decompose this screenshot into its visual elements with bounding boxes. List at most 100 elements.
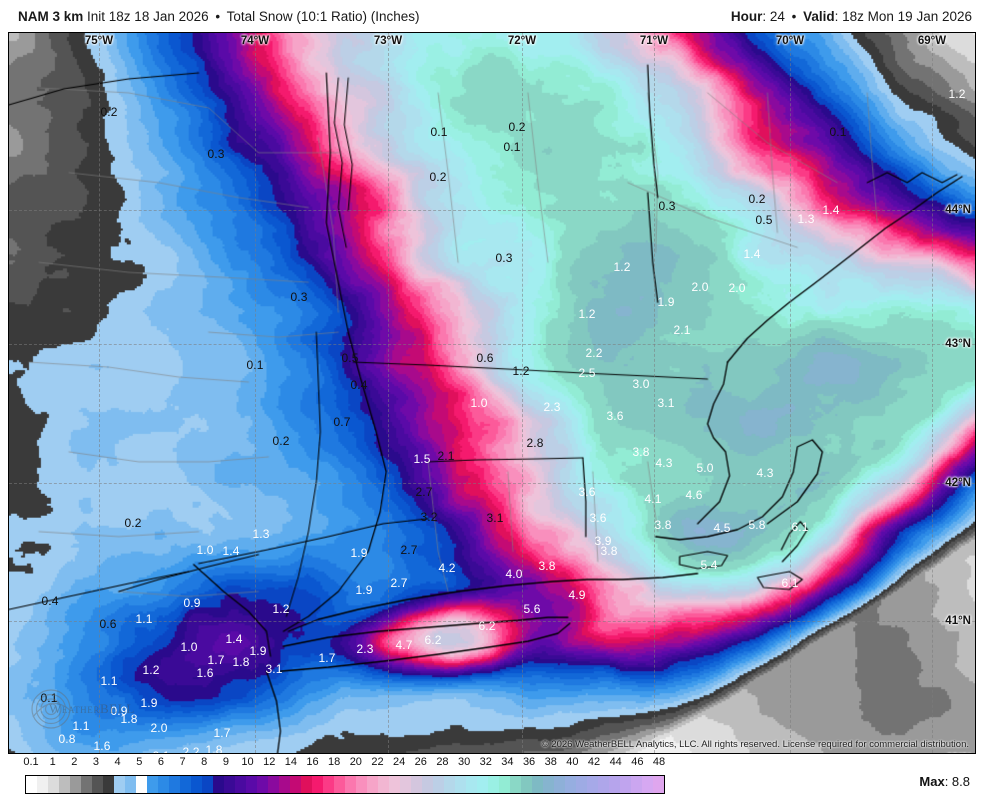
colorbar-tick: 42	[587, 756, 601, 768]
colorbar-swatch	[213, 776, 224, 793]
colorbar-swatch	[565, 776, 576, 793]
colorbar-swatch	[246, 776, 257, 793]
colorbar-swatch	[466, 776, 477, 793]
colorbar-tick: 0.1	[23, 756, 39, 768]
colorbar-tick: 2	[71, 756, 78, 768]
colorbar-swatch	[81, 776, 92, 793]
colorbar-swatch	[48, 776, 59, 793]
colorbar-swatch	[180, 776, 191, 793]
colorbar-tick: 46	[631, 756, 644, 768]
colorbar-tick: 5	[136, 756, 143, 768]
colorbar-tick: 30	[457, 756, 471, 768]
valid-label: Valid	[803, 8, 835, 24]
colorbar-tick: 28	[436, 756, 449, 768]
colorbar-swatch	[136, 776, 147, 793]
colorbar-swatch	[323, 776, 334, 793]
colorbar-swatch	[257, 776, 268, 793]
valid-value: : 18z Mon 19 Jan 2026	[834, 8, 972, 24]
snowfall-field-canvas	[9, 33, 975, 753]
colorbar-swatch	[488, 776, 499, 793]
colorbar-tick: 1	[49, 756, 56, 768]
colorbar-swatch	[587, 776, 598, 793]
colorbar-swatch	[37, 776, 48, 793]
hour-label: Hour	[730, 8, 763, 24]
colorbar-swatch	[378, 776, 389, 793]
colorbar-tick: 34	[501, 756, 514, 768]
colorbar-swatch	[532, 776, 543, 793]
colorbar-tick: 38	[544, 756, 557, 768]
colorbar-swatch	[191, 776, 202, 793]
header-valid-info: Hour: 24 • Valid: 18z Mon 19 Jan 2026	[731, 9, 972, 24]
colorbar-swatch	[400, 776, 411, 793]
colorbar-swatch	[169, 776, 180, 793]
colorbar-swatch	[411, 776, 422, 793]
max-value: : 8.8	[944, 774, 970, 789]
colorbar-swatch	[609, 776, 620, 793]
colorbar-tick: 14	[284, 756, 297, 768]
colorbar-swatch	[92, 776, 103, 793]
colorbar-swatch	[521, 776, 532, 793]
colorbar-swatch	[642, 776, 653, 793]
colorbar-tick: 6	[157, 756, 164, 768]
colorbar-tick: 32	[479, 756, 492, 768]
header-title: NAM 3 km Init 18z 18 Jan 2026 • Total Sn…	[18, 9, 419, 24]
copyright-notice: © 2026 WeatherBELL Analytics, LLC. All r…	[541, 739, 969, 750]
colorbar-tick: 40	[566, 756, 579, 768]
model-name: NAM 3 km	[18, 8, 84, 24]
max-label: Max	[919, 774, 945, 789]
colorbar-swatch	[499, 776, 510, 793]
colorbar-tick: 18	[328, 756, 341, 768]
colorbar-swatch	[290, 776, 301, 793]
colorbar-tick: 10	[241, 756, 254, 768]
colorbar-swatch	[367, 776, 378, 793]
colorbar-swatch	[334, 776, 345, 793]
colorbar-swatch	[356, 776, 367, 793]
colorbar-swatch	[422, 776, 433, 793]
colorbar-tick: 4	[114, 756, 121, 768]
colorbar-tick: 8	[201, 756, 208, 768]
colorbar-swatch	[70, 776, 81, 793]
colorbar-tick: 7	[179, 756, 186, 768]
colorbar-swatch	[554, 776, 565, 793]
colorbar-swatch	[631, 776, 642, 793]
colorbar-swatch	[235, 776, 246, 793]
colorbar-swatch	[598, 776, 609, 793]
colorbar-swatch	[312, 776, 323, 793]
colorbar-tick: 44	[609, 756, 622, 768]
header-separator-2: •	[791, 8, 797, 24]
colorbar-tick: 26	[414, 756, 427, 768]
colorbar-panel: 0.1 1 2 3 4 5 6 7 8 9 10 12 14 16 18 20 22 24 26 28 30 32 34 36…	[0, 756, 984, 808]
colorbar-tick: 48	[652, 756, 666, 768]
colorbar-swatch	[345, 776, 356, 793]
colorbar-swatch	[103, 776, 114, 793]
colorbar-tick: 20	[349, 756, 362, 768]
field-name: Total Snow (10:1 Ratio) (Inches)	[226, 8, 420, 24]
colorbar-swatch	[576, 776, 587, 793]
max-value-readout: Max: 8.8	[919, 774, 970, 789]
colorbar-tick: 16	[306, 756, 319, 768]
colorbar-swatch	[224, 776, 235, 793]
colorbar-swatch	[268, 776, 279, 793]
colorbar-tick-labels: 0.1 1 2 3 4 5 6 7 8 9 10 12 14 16 18 20 22 24 26 28 30 32 34 36…	[23, 756, 666, 774]
colorbar-swatch	[114, 776, 125, 793]
colorbar-swatch	[202, 776, 213, 793]
colorbar-tick: 3	[92, 756, 100, 768]
colorbar-swatch	[158, 776, 169, 793]
colorbar-tick: 22	[371, 756, 384, 768]
header-bar: NAM 3 km Init 18z 18 Jan 2026 • Total Sn…	[0, 0, 984, 32]
colorbar-swatch	[389, 776, 400, 793]
colorbar-swatch	[543, 776, 554, 793]
hour-value: : 24	[762, 8, 785, 24]
map-panel[interactable]: 75°W 74°W 73°W 72°W 71°W 70°W 69°W 44°N 43°N 42°N…	[8, 32, 976, 754]
colorbar-swatch	[510, 776, 521, 793]
colorbar-swatch	[433, 776, 444, 793]
colorbar-swatch	[301, 776, 312, 793]
colorbar-tick: 9	[222, 756, 229, 768]
colorbar-tick: 36	[522, 756, 536, 768]
latitude-label: 40°N	[945, 753, 971, 754]
colorbar-gradient[interactable]	[25, 775, 665, 794]
colorbar-swatch	[653, 776, 664, 793]
colorbar-swatch	[125, 776, 136, 793]
colorbar-swatch	[620, 776, 631, 793]
